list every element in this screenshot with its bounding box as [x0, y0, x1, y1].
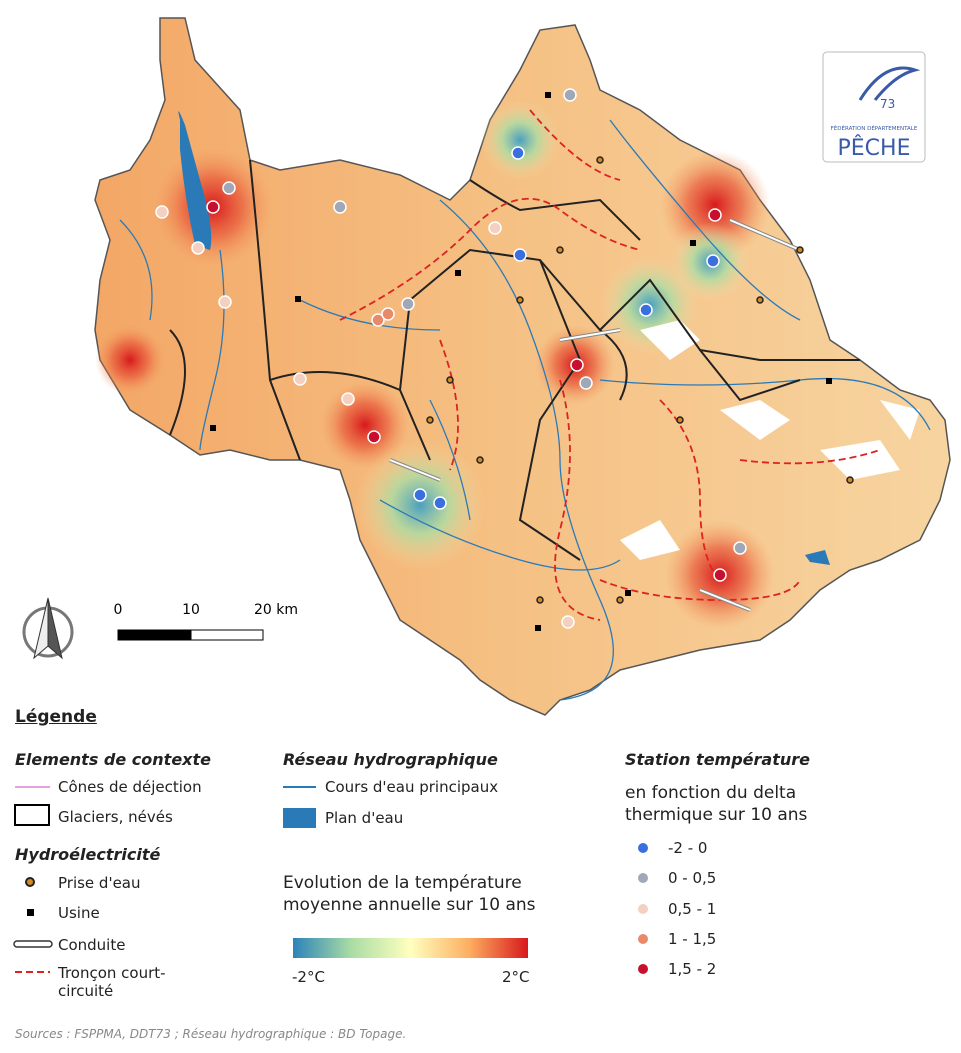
legend-label: Glaciers, névés	[58, 808, 173, 826]
legend-label: -2 - 0	[668, 839, 708, 857]
legend-label: Usine	[58, 904, 100, 922]
section-title: Elements de contexte	[15, 750, 211, 769]
logo-number: 73	[880, 97, 895, 111]
legend-label: Cônes de déjection	[58, 778, 202, 796]
legend-label: 0 - 0,5	[668, 869, 717, 887]
logo-name: PÊCHE	[838, 135, 911, 161]
section-subtitle: en fonction du delta thermique sur 10 an…	[625, 783, 808, 825]
logo: 73 FÉDÉRATION DÉPARTEMENTALE PÊCHE	[822, 51, 926, 163]
scale-label: 10	[182, 602, 200, 618]
scale-label: 20 km	[254, 602, 298, 618]
territory	[94, 17, 951, 716]
section-title: Station température	[625, 750, 810, 769]
logo-org: FÉDÉRATION DÉPARTEMENTALE	[831, 124, 918, 132]
legend-symbols	[13, 786, 648, 974]
legend-label: 1,5 - 2	[668, 960, 717, 978]
legend-title: Légende	[15, 707, 97, 727]
legend-label: Conduite	[58, 936, 126, 954]
legend-label: Tronçon court-circuité	[58, 964, 166, 1000]
sources: Sources : FSPPMA, DDT73 ; Réseau hydrogr…	[15, 1027, 407, 1041]
scale-label: 0	[114, 602, 123, 618]
legend-label: Plan d'eau	[325, 809, 404, 827]
scale-bar: 0 10 20 km	[114, 602, 298, 641]
gradient-max: 2°C	[502, 968, 530, 986]
legend-label: 0,5 - 1	[668, 900, 717, 918]
legend-label: 1 - 1,5	[668, 930, 717, 948]
legend-label: Cours d'eau principaux	[325, 778, 499, 796]
section-title: Réseau hydrographique	[283, 750, 498, 769]
section-title: Hydroélectricité	[15, 845, 161, 864]
legend-label: Prise d'eau	[58, 874, 141, 892]
gradient-min: -2°C	[292, 968, 325, 986]
gradient-title: Evolution de la température moyenne annu…	[283, 873, 536, 915]
north-arrow	[22, 597, 74, 660]
